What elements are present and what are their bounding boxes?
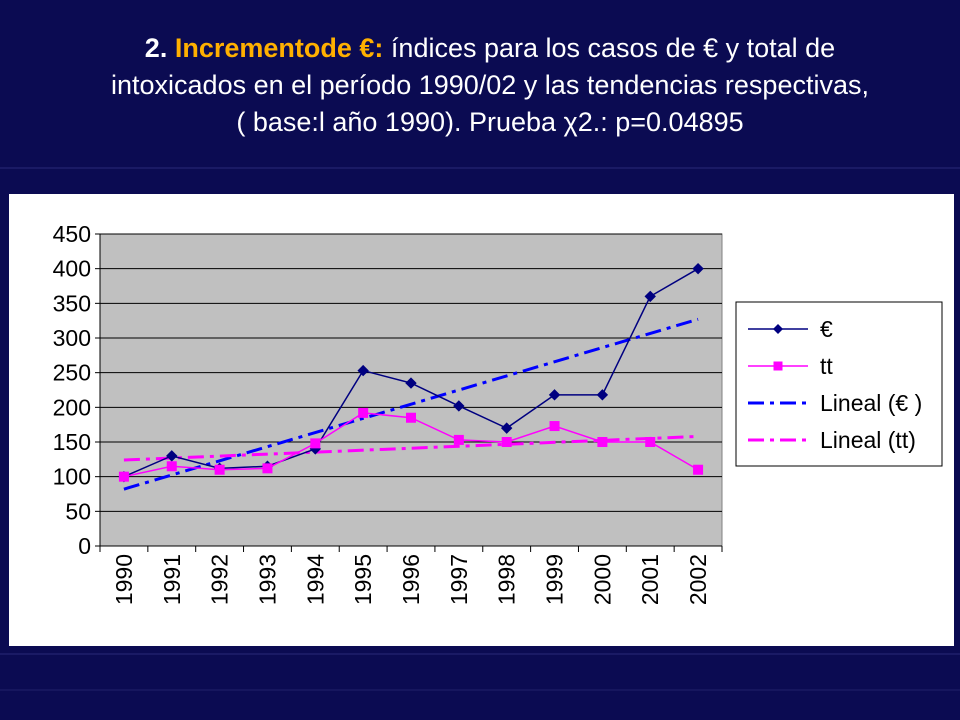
title-line-3: ( base:l año 1990). Prueba χ2.: p=0.0489… <box>236 107 744 137</box>
y-tick-label: 50 <box>65 498 91 524</box>
y-tick-label: 350 <box>53 290 91 316</box>
x-tick-label: 2001 <box>637 554 663 605</box>
data-point <box>644 290 656 303</box>
data-point <box>214 464 225 475</box>
title-line-1: 2. Incrementode €: índices para los caso… <box>20 30 960 67</box>
data-point <box>548 389 561 401</box>
data-point <box>406 412 416 423</box>
data-point <box>357 364 369 377</box>
data-point <box>118 471 129 482</box>
legend-label: Lineal (€ ) <box>820 390 922 416</box>
data-point <box>693 464 704 475</box>
data-point <box>310 438 321 449</box>
data-point <box>358 407 369 418</box>
x-tick-label: 1995 <box>350 554 376 605</box>
x-tick-label: 1997 <box>446 554 472 605</box>
data-point <box>549 421 560 432</box>
x-tick-label: 2002 <box>685 554 711 605</box>
legend-marker <box>773 324 783 334</box>
title-line-2: intoxicados en el período 1990/02 y las … <box>111 70 869 100</box>
data-point <box>501 437 512 447</box>
plot-area <box>99 233 723 547</box>
data-point <box>405 377 417 389</box>
y-tick-label: 200 <box>53 394 91 420</box>
title-line-1-rest: índices para los casos de € y total de <box>390 33 836 63</box>
legend-label: Lineal (tt) <box>820 427 916 453</box>
y-tick-label: 400 <box>53 256 91 282</box>
data-point <box>645 437 656 447</box>
data-point <box>500 422 513 434</box>
y-tick-label: 450 <box>53 221 91 247</box>
trendline <box>123 317 699 491</box>
data-point <box>453 400 465 412</box>
legend-marker <box>773 361 783 371</box>
y-tick-label: 300 <box>53 325 91 351</box>
y-tick-label: 150 <box>53 429 91 455</box>
x-tick-label: 1992 <box>207 554 233 605</box>
x-tick-label: 1991 <box>159 554 185 605</box>
title-highlight: Incrementode €: <box>174 33 384 63</box>
y-tick-label: 0 <box>78 533 91 559</box>
data-point <box>453 434 464 445</box>
x-tick-label: 1998 <box>494 554 520 605</box>
data-point <box>262 463 273 474</box>
data-point <box>597 437 608 447</box>
title-number: 2. <box>144 33 168 63</box>
data-point <box>166 450 178 462</box>
x-tick-label: 1994 <box>302 554 328 605</box>
data-point <box>166 461 177 472</box>
data-point <box>596 389 609 401</box>
line-chart: 0 50 100 150 200 250 300 350 400 450 1990 1991 1992 1… <box>53 221 943 605</box>
x-tick-label: 2000 <box>589 554 615 605</box>
y-tick-label: 100 <box>53 464 91 490</box>
data-point <box>692 262 704 275</box>
x-tick-label: 1999 <box>542 554 568 605</box>
x-tick-label: 1996 <box>398 554 424 605</box>
y-tick-label: 250 <box>53 360 91 386</box>
chart-container: 0 50 100 150 200 250 300 350 400 450 1990 1991 1992 1… <box>9 194 954 646</box>
legend-label: tt <box>820 353 833 379</box>
x-tick-label: 1990 <box>111 554 137 605</box>
legend-label: € <box>820 316 833 342</box>
x-tick-label: 1993 <box>254 554 280 605</box>
slide-title: 2. Incrementode €: índices para los caso… <box>20 30 960 141</box>
